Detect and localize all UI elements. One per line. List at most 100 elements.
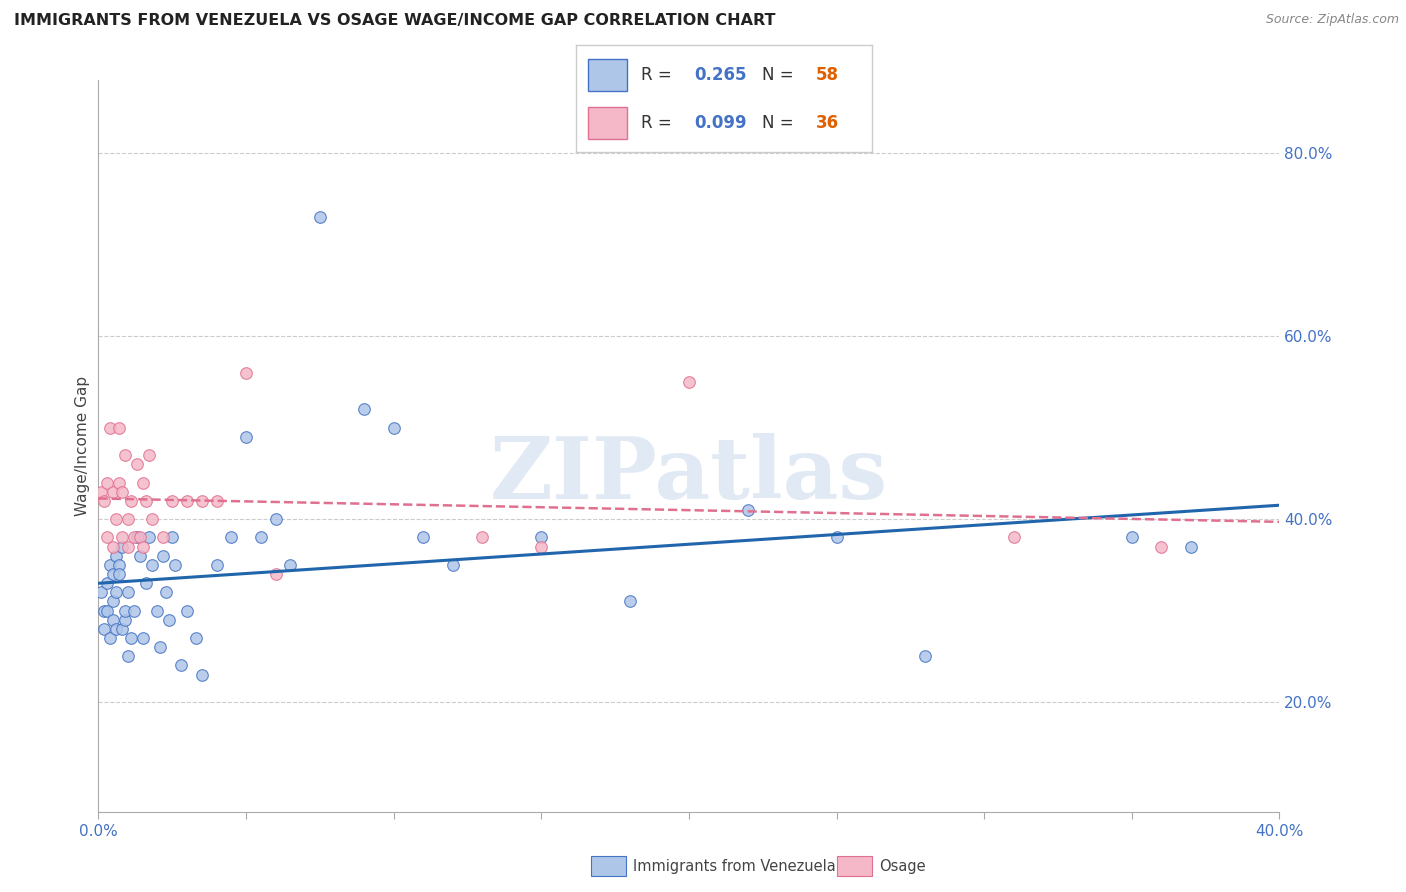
Point (108, 567, 131, 582)
Point (96, 530, 118, 544)
Text: Osage: Osage (879, 859, 925, 873)
Point (108, 558, 131, 572)
Point (141, 558, 163, 572)
Point (914, 649, 936, 664)
Point (111, 622, 134, 636)
Point (530, 530, 553, 544)
Point (103, 540, 125, 554)
Point (162, 494, 183, 508)
Point (825, 530, 848, 544)
Point (619, 594, 641, 608)
Text: R =: R = (641, 114, 678, 132)
Point (122, 530, 145, 544)
Point (108, 421, 131, 435)
Point (412, 530, 434, 544)
Y-axis label: Wage/Income Gap: Wage/Income Gap (75, 376, 90, 516)
Point (117, 649, 139, 664)
Point (114, 448, 136, 462)
Point (138, 530, 160, 544)
Point (132, 540, 155, 554)
Point (184, 631, 207, 645)
Point (96, 576, 118, 591)
Point (353, 402, 375, 417)
Point (90, 585, 112, 599)
Point (98, 631, 121, 645)
Point (170, 658, 193, 673)
Point (98, 558, 121, 572)
Text: N =: N = (762, 114, 800, 132)
Point (120, 494, 142, 508)
Point (117, 540, 139, 554)
Point (96, 475, 118, 490)
Point (122, 603, 145, 617)
Point (235, 366, 257, 380)
Text: N =: N = (762, 66, 800, 84)
Point (1121, 530, 1143, 544)
Point (219, 530, 242, 544)
Point (530, 540, 553, 554)
Point (103, 613, 125, 627)
Point (105, 585, 128, 599)
Point (125, 457, 148, 471)
Text: IMMIGRANTS FROM VENEZUELA VS OSAGE WAGE/INCOME GAP CORRELATION CHART: IMMIGRANTS FROM VENEZUELA VS OSAGE WAGE/… (14, 13, 776, 29)
Point (176, 494, 198, 508)
Point (103, 594, 125, 608)
Point (146, 603, 169, 617)
Point (191, 667, 214, 681)
Point (152, 549, 174, 563)
Text: Immigrants from Venezuela: Immigrants from Venezuela (633, 859, 835, 873)
Point (264, 512, 287, 526)
Point (205, 558, 228, 572)
Point (132, 475, 155, 490)
Point (108, 475, 131, 490)
Point (120, 631, 142, 645)
Text: 36: 36 (815, 114, 839, 132)
Point (176, 603, 198, 617)
Point (128, 530, 150, 544)
Text: ZIPatlas: ZIPatlas (489, 434, 889, 517)
Point (114, 613, 136, 627)
Point (125, 530, 148, 544)
Bar (588, 59, 627, 91)
Point (141, 512, 163, 526)
Point (250, 530, 273, 544)
Point (111, 530, 134, 544)
Point (93, 603, 115, 617)
Point (93, 622, 115, 636)
Point (162, 530, 183, 544)
Text: 58: 58 (815, 66, 838, 84)
Point (96, 603, 118, 617)
Point (309, 211, 332, 225)
Point (165, 558, 187, 572)
Point (1150, 540, 1173, 554)
Point (90, 484, 112, 499)
Point (155, 585, 177, 599)
Point (111, 484, 134, 499)
Point (135, 576, 157, 591)
Point (205, 494, 228, 508)
Text: 0.099: 0.099 (695, 114, 747, 132)
Text: Source: ZipAtlas.com: Source: ZipAtlas.com (1265, 13, 1399, 27)
Point (441, 558, 464, 572)
Point (93, 494, 115, 508)
Point (105, 549, 128, 563)
Point (382, 421, 405, 435)
Point (117, 512, 139, 526)
Text: R =: R = (641, 66, 678, 84)
Point (105, 512, 128, 526)
Point (105, 622, 128, 636)
Point (1002, 530, 1025, 544)
Point (117, 585, 139, 599)
Point (138, 448, 160, 462)
Point (149, 640, 172, 655)
Point (135, 494, 157, 508)
Point (235, 430, 257, 444)
Point (264, 567, 287, 582)
Point (152, 530, 174, 544)
Bar (588, 107, 627, 139)
Point (678, 375, 700, 389)
Point (103, 567, 125, 582)
Text: 0.265: 0.265 (695, 66, 747, 84)
Point (103, 484, 125, 499)
Point (471, 530, 494, 544)
